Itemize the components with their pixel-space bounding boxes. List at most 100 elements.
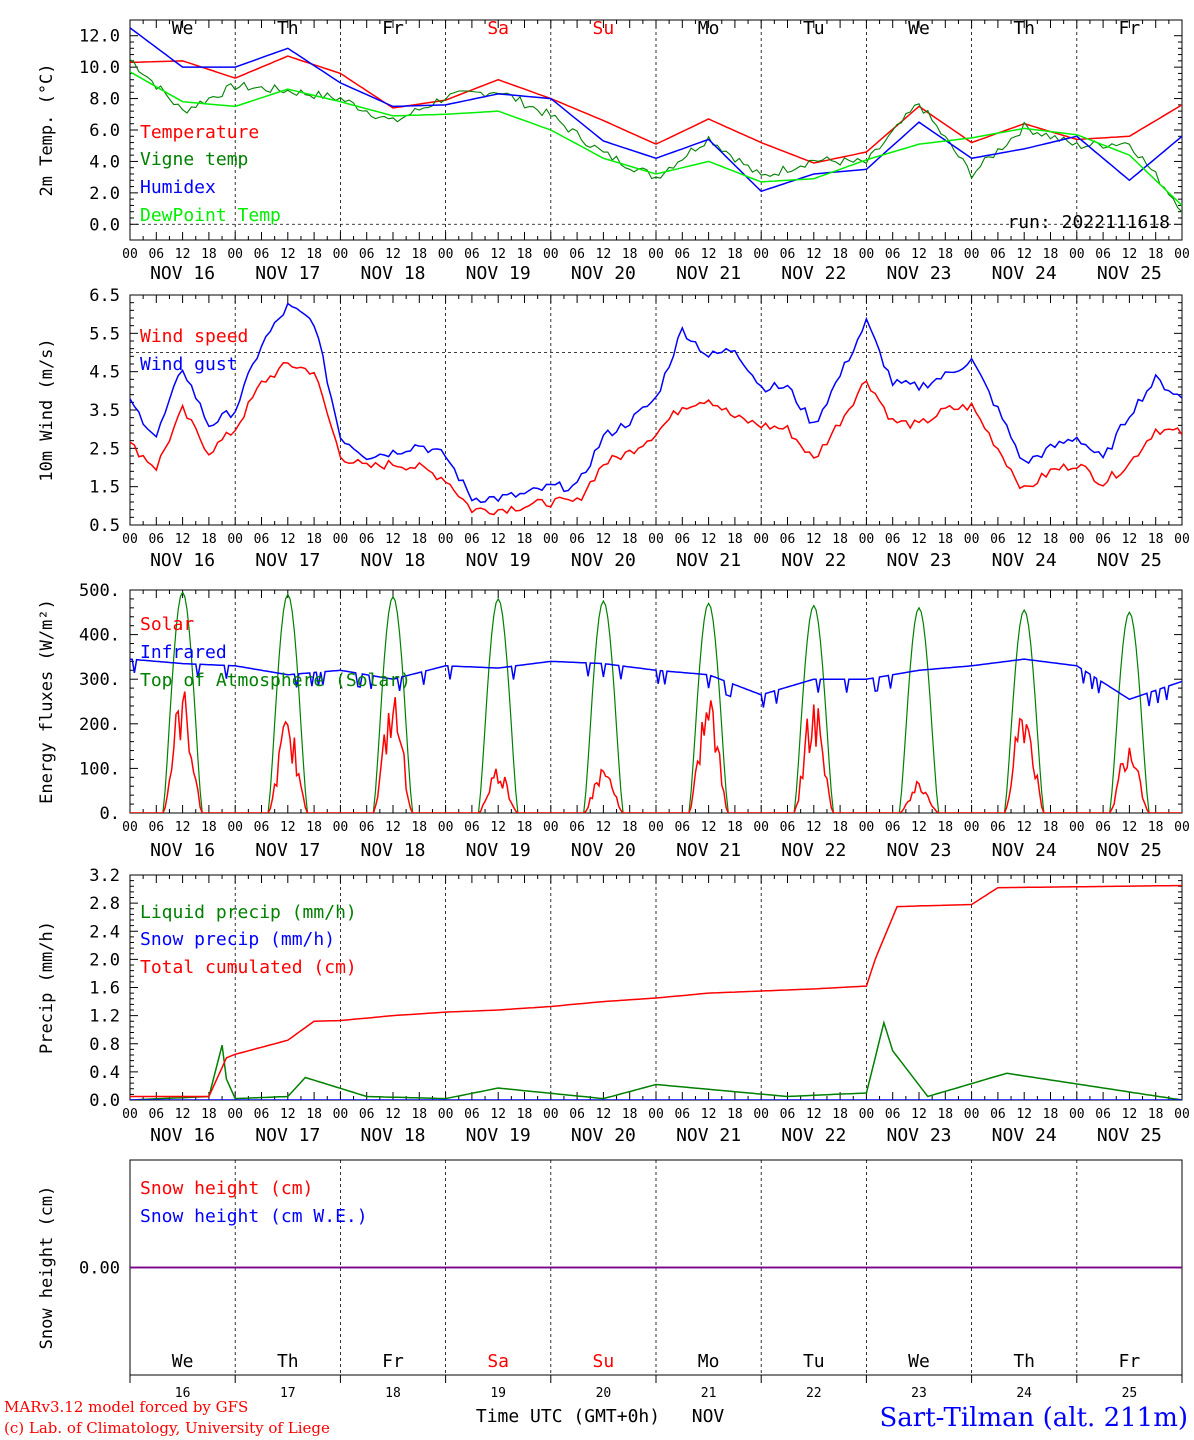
legend-entry: Humidex xyxy=(140,177,216,198)
hour-tick-label: 06 xyxy=(359,820,375,835)
hour-tick-label: 12 xyxy=(490,1107,506,1122)
y-tick-label: 2.0 xyxy=(89,184,120,204)
hour-tick-label: 00 xyxy=(753,532,769,547)
series-group xyxy=(130,302,1182,516)
weekday-label: Fr xyxy=(1119,18,1141,39)
hour-tick-label: 18 xyxy=(411,1107,427,1122)
hour-tick-label: 18 xyxy=(937,532,953,547)
date-label: NOV 20 xyxy=(571,1125,636,1146)
hour-tick-label: 00 xyxy=(753,1107,769,1122)
hour-tick-label: 12 xyxy=(701,820,717,835)
hour-tick-label: 06 xyxy=(148,247,164,262)
hour-tick-label: 12 xyxy=(385,820,401,835)
hour-tick-label: 12 xyxy=(806,820,822,835)
y-tick-label: 0.8 xyxy=(89,1035,120,1055)
legend-entry: Snow height (cm) xyxy=(140,1178,313,1199)
hour-tick-label: 06 xyxy=(780,247,796,262)
weekday-label: Fr xyxy=(382,1351,404,1372)
month-label: NOV xyxy=(692,1406,725,1427)
hour-tick-label: 12 xyxy=(806,532,822,547)
legend-entry: Liquid precip (mm/h) xyxy=(140,902,357,923)
y-tick-label: 4.5 xyxy=(89,363,120,383)
y-tick-label: 3.2 xyxy=(89,866,120,886)
hour-tick-label: 00 xyxy=(438,820,454,835)
y-tick-label: 0.5 xyxy=(89,516,120,536)
date-label: NOV 17 xyxy=(255,263,320,284)
weekday-label: Su xyxy=(593,1351,615,1372)
date-label: NOV 22 xyxy=(781,550,846,571)
hour-tick-label: 12 xyxy=(911,532,927,547)
hour-tick-label: 12 xyxy=(701,1107,717,1122)
date-label: NOV 18 xyxy=(360,263,425,284)
hour-tick-label: 00 xyxy=(1069,820,1085,835)
hour-tick-label: 12 xyxy=(490,820,506,835)
hour-tick-label: 18 xyxy=(727,1107,743,1122)
hour-tick-label: 00 xyxy=(859,1107,875,1122)
hour-tick-label: 00 xyxy=(227,247,243,262)
hour-tick-label: 00 xyxy=(227,532,243,547)
y-tick-label: 8.0 xyxy=(89,90,120,110)
series-liquid-precip-mm-h xyxy=(130,1019,1182,1100)
y-tick-label: 400. xyxy=(79,626,120,646)
y-tick-label: 300. xyxy=(79,670,120,690)
day-number: 20 xyxy=(596,1386,612,1401)
weekday-label: We xyxy=(908,1351,930,1372)
hour-tick-label: 18 xyxy=(411,247,427,262)
hour-tick-label: 18 xyxy=(937,820,953,835)
weekday-label: Th xyxy=(277,18,299,39)
series-infrared xyxy=(130,658,1182,708)
hour-tick-label: 00 xyxy=(859,247,875,262)
date-label: NOV 18 xyxy=(360,1125,425,1146)
hour-tick-label: 06 xyxy=(885,532,901,547)
hour-tick-label: 12 xyxy=(596,820,612,835)
hour-tick-label: 18 xyxy=(622,532,638,547)
date-label: NOV 24 xyxy=(992,1125,1057,1146)
hour-tick-label: 18 xyxy=(1043,1107,1059,1122)
hour-tick-label: 00 xyxy=(543,1107,559,1122)
hour-tick-label: 00 xyxy=(543,820,559,835)
day-number: 22 xyxy=(806,1386,822,1401)
y-tick-label: 5.5 xyxy=(89,324,120,344)
legend-entry: Vigne temp xyxy=(140,149,248,170)
hour-tick-label: 06 xyxy=(254,532,270,547)
plot-frame xyxy=(129,589,1183,814)
hour-tick-label: 12 xyxy=(1122,1107,1138,1122)
hour-tick-label: 18 xyxy=(937,1107,953,1122)
hour-tick-label: 06 xyxy=(254,247,270,262)
y-axis-title: Precip (mm/h) xyxy=(37,921,57,1054)
hour-tick-label: 18 xyxy=(832,532,848,547)
hour-tick-label: 12 xyxy=(596,532,612,547)
day-number: 19 xyxy=(490,1386,506,1401)
series-group xyxy=(130,884,1182,1100)
hour-tick-label: 12 xyxy=(280,247,296,262)
series-wind-speed xyxy=(130,362,1182,516)
weekday-label: Fr xyxy=(1119,1351,1141,1372)
hour-tick-label: 12 xyxy=(280,1107,296,1122)
hour-tick-label: 06 xyxy=(674,247,690,262)
hour-tick-label: 12 xyxy=(175,247,191,262)
weekday-label: Th xyxy=(1013,18,1035,39)
hour-tick-label: 00 xyxy=(859,820,875,835)
hour-tick-label: 00 xyxy=(333,532,349,547)
date-label: NOV 19 xyxy=(466,1125,531,1146)
hour-tick-label: 06 xyxy=(359,247,375,262)
y-tick-label: 4.0 xyxy=(89,152,120,172)
weekday-label: We xyxy=(172,18,194,39)
panel-1: 0.0 2.0 4.0 6.0 8.0 10.0 12.0 2m Temp. (°C) 00 06… xyxy=(37,18,1190,284)
hour-tick-label: 06 xyxy=(464,532,480,547)
y-tick-label: 0.4 xyxy=(89,1063,120,1083)
hour-tick-label: 18 xyxy=(306,247,322,262)
hour-tick-label: 12 xyxy=(280,532,296,547)
series-solar xyxy=(130,691,1182,813)
hour-tick-label: 00 xyxy=(648,532,664,547)
date-label: NOV 18 xyxy=(360,550,425,571)
hour-tick-label: 12 xyxy=(280,820,296,835)
hour-tick-label: 18 xyxy=(832,1107,848,1122)
hour-tick-label: 12 xyxy=(1016,532,1032,547)
hour-tick-label: 12 xyxy=(596,1107,612,1122)
date-label: NOV 20 xyxy=(571,263,636,284)
hour-tick-label: 06 xyxy=(674,532,690,547)
date-label: NOV 20 xyxy=(571,840,636,861)
day-number: 25 xyxy=(1122,1386,1138,1401)
